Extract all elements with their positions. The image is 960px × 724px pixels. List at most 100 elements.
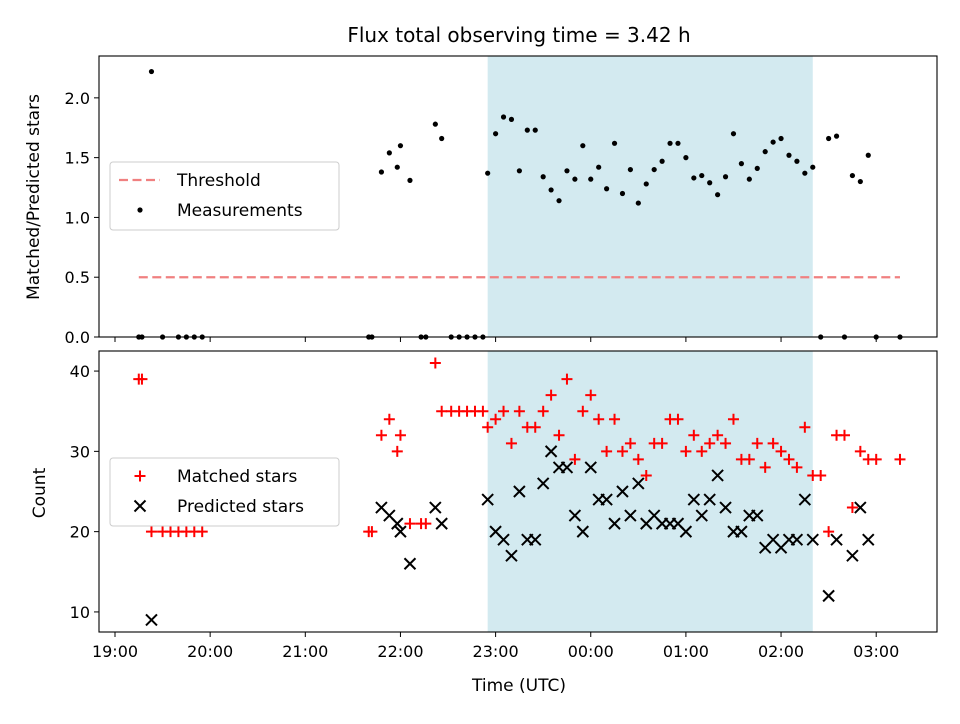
measurement-point [683, 155, 689, 161]
measurement-point [588, 176, 594, 182]
predicted-star-point [505, 549, 518, 562]
matched-star-point [196, 526, 208, 538]
matched-star-point [624, 437, 636, 449]
matched-star-point [838, 429, 850, 441]
predicted-star-point [145, 613, 158, 627]
predicted-star-point [608, 517, 621, 530]
measurement-point [580, 143, 586, 149]
matched-star-point [870, 453, 882, 465]
matched-star-point [585, 389, 597, 401]
bottom-panel: 10 20 30 40 19:00 20:00 21:00 22:00 23:00 00:00 01… [70, 350, 938, 661]
predicted-star-point [862, 533, 875, 546]
measurement-point [500, 114, 507, 120]
measurement-point [722, 174, 729, 180]
matched-star-point [145, 526, 157, 538]
matched-star-point [593, 413, 605, 425]
matched-star-point [696, 445, 708, 457]
predicted-star-point [513, 485, 526, 498]
legend-label: Threshold [176, 171, 261, 191]
matched-star-point [616, 445, 628, 457]
y-tick-label: 1.5 [65, 149, 90, 168]
measurement-point [786, 152, 792, 158]
matched-star-point [505, 437, 517, 449]
x-tick-label: 00:00 [568, 642, 614, 661]
predicted-star-point [679, 525, 693, 538]
measurement-point [508, 116, 515, 122]
predicted-star-point [560, 461, 574, 474]
measurement-point [485, 170, 491, 176]
legend-box [109, 161, 340, 231]
predicted-star-point [711, 469, 724, 482]
predicted-star-point [429, 501, 442, 514]
predicted-star-point [481, 493, 494, 506]
matched-star-point [759, 461, 771, 473]
measurement-point [857, 178, 863, 185]
predicted-star-point [687, 493, 701, 506]
measurement-point [407, 177, 413, 183]
measurement-point [699, 172, 705, 179]
measurement-point [564, 168, 570, 174]
measurement-point [596, 164, 602, 170]
predicted-star-point [394, 525, 407, 538]
legend: Threshold Measurements [109, 161, 340, 231]
measurement-point [762, 149, 768, 155]
matched-star-point [656, 437, 668, 449]
matched-star-point [498, 405, 510, 417]
measurement-point [833, 133, 840, 139]
predicted-star-point [624, 509, 637, 522]
measurement-point [439, 135, 445, 142]
measurement-point [394, 164, 400, 170]
matched-star-point [680, 445, 692, 457]
measurement-point [148, 68, 155, 75]
measurement-point [643, 181, 649, 187]
matched-star-point [391, 445, 403, 457]
x-tick-label: 03:00 [853, 642, 899, 661]
measurement-point [516, 168, 522, 174]
measurement-point [548, 187, 554, 193]
matched-star-point [632, 453, 644, 465]
predicted-star-point [536, 477, 550, 490]
matched-star-point [429, 357, 441, 369]
matched-star-point [688, 429, 700, 441]
predicted-star-point [798, 493, 812, 506]
matched-star-point [601, 445, 613, 457]
x-tick-label: 23:00 [473, 642, 519, 661]
matched-star-point [394, 429, 406, 441]
predicted-star-point [806, 533, 819, 546]
y-tick-label: 20 [70, 523, 90, 542]
measurement-point [754, 165, 760, 171]
matched-star-point [482, 421, 494, 433]
matched-star-point [640, 469, 652, 481]
matched-star-point [704, 437, 716, 449]
matched-star-point [513, 405, 525, 417]
matched-star-point [537, 405, 549, 417]
matched-star-point [569, 453, 581, 465]
matched-star-point [553, 429, 565, 441]
y-tick-label: 10 [70, 603, 90, 622]
y-tick-label: 2.0 [65, 89, 90, 108]
predicted-star-point [695, 509, 708, 522]
matched-star-point [712, 429, 724, 441]
legend-label: Predicted stars [177, 497, 304, 517]
legend-label: Measurements [177, 201, 303, 221]
matched-star-point [799, 421, 811, 433]
measurement-point [651, 166, 657, 173]
matched-star-point [529, 421, 541, 433]
legend-label: Matched stars [177, 467, 297, 487]
measurement-point [432, 121, 438, 127]
measurement-point [810, 164, 816, 170]
measurement-point [675, 140, 681, 146]
matched-star-point [743, 453, 755, 465]
matched-star-point [823, 526, 835, 538]
predicted-star-point [544, 445, 558, 458]
measurement-point [826, 135, 832, 142]
measurement-point [865, 152, 871, 158]
highlight-span [487, 56, 813, 337]
bottom-y-axis-label: Count [30, 467, 50, 518]
matched-star-point [846, 502, 858, 514]
x-tick-label: 01:00 [663, 642, 709, 661]
matched-star-point [609, 413, 621, 425]
chart-title: Flux total observing time = 3.42 h [347, 23, 690, 47]
predicted-star-point [632, 477, 645, 490]
measurement-point [572, 176, 578, 182]
